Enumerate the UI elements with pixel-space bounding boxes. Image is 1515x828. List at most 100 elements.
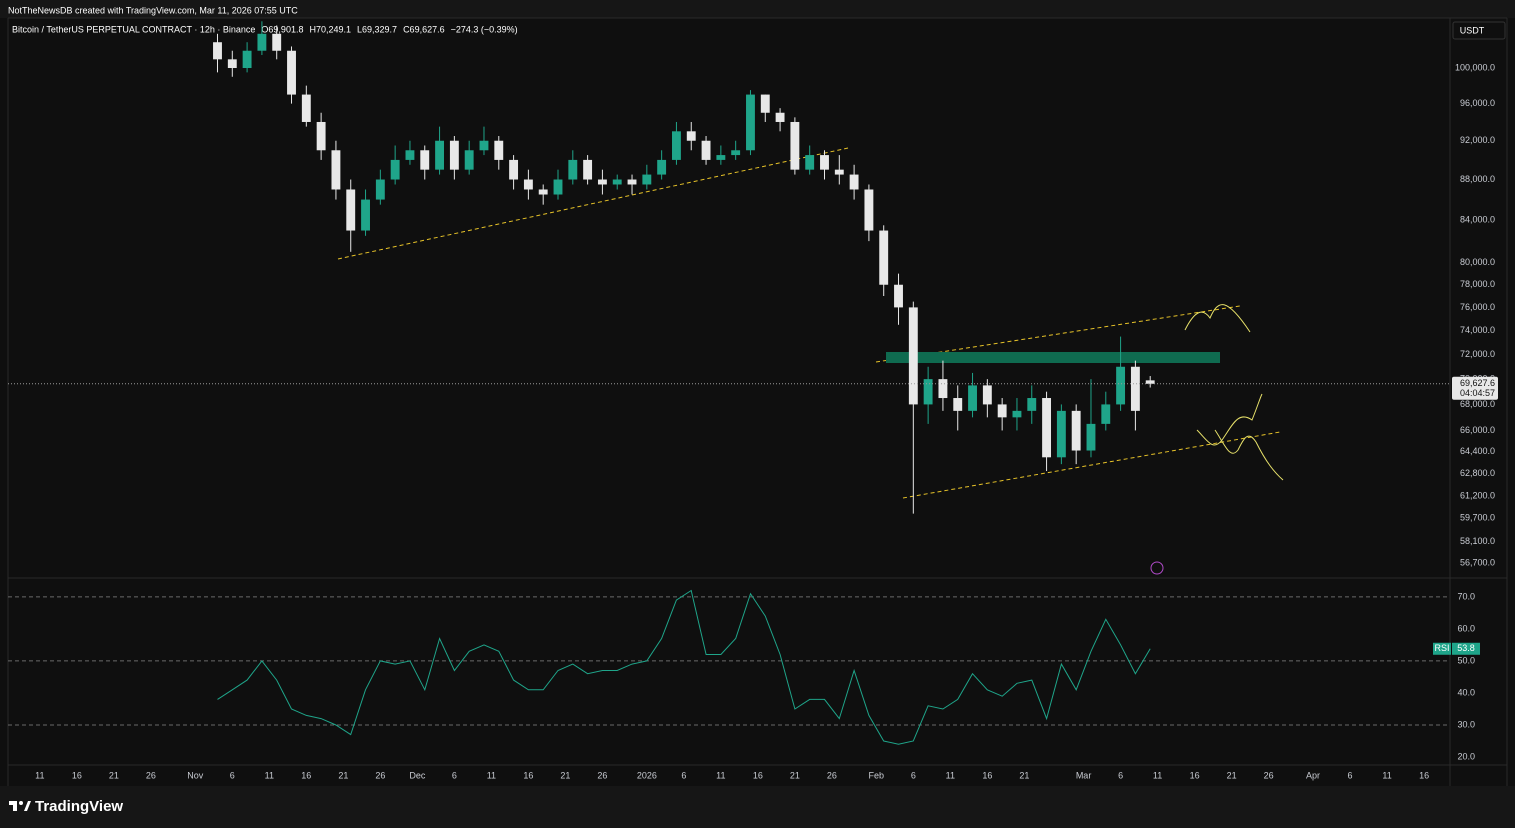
rsi-value-box — [1452, 642, 1480, 655]
candle-body — [834, 169, 844, 175]
x-tick-label: 6 — [230, 770, 235, 780]
last-price-box — [1452, 376, 1498, 400]
x-tick-label: 26 — [146, 770, 156, 780]
x-tick-label: 21 — [1227, 770, 1237, 780]
candle-body — [479, 140, 489, 151]
candle-body — [820, 155, 829, 170]
candle-body — [583, 159, 593, 180]
candle-body — [538, 189, 548, 195]
x-tick-label: 16 — [753, 770, 763, 780]
candle-body — [597, 179, 607, 185]
x-tick-label: Dec — [409, 770, 426, 780]
candle-body — [227, 59, 237, 69]
candle-body — [879, 230, 889, 285]
y-tick-label: 62,800.0 — [1460, 468, 1495, 478]
resistance-zone — [886, 352, 1220, 363]
candle-body — [657, 159, 667, 175]
candle-body — [627, 179, 637, 185]
currency[interactable]: USDT — [1460, 25, 1485, 35]
candle-body — [923, 379, 933, 405]
drawings — [337, 147, 1284, 575]
x-tick-label: Apr — [1306, 770, 1320, 780]
x-tick-label: Nov — [187, 770, 204, 780]
ohlc-low: L69,329.7 — [357, 24, 397, 34]
candle-body — [553, 179, 563, 195]
candle-body — [361, 199, 370, 231]
candle-body — [612, 179, 622, 185]
candle-body — [1042, 398, 1052, 458]
x-tick-label: 6 — [681, 770, 686, 780]
candle-body — [420, 150, 430, 170]
candle-body — [701, 140, 711, 160]
candle-body — [331, 150, 341, 190]
logo-part — [19, 801, 23, 805]
candle-body — [953, 398, 963, 411]
candle-body — [494, 140, 504, 160]
y-tick-label: 74,000.0 — [1460, 325, 1495, 335]
y-tick-label: 64,400.0 — [1460, 446, 1495, 456]
candle-body — [805, 155, 815, 170]
candle-body — [523, 179, 533, 190]
candle-body — [464, 150, 474, 170]
candle-body — [257, 33, 267, 51]
logo-part — [24, 801, 31, 811]
candle-body — [1116, 366, 1126, 405]
y-tick-label: 78,000.0 — [1460, 279, 1495, 289]
candle-body — [997, 404, 1007, 418]
rsi-value-label: 53.8 — [1457, 643, 1475, 653]
y-tick-label: 66,000.0 — [1460, 425, 1495, 435]
plot-area: 100,000.0 96,000.0 92,000.0 88,000.0 84,000.… — [8, 21, 1498, 780]
countdown-label: 04:04:57 — [1460, 388, 1495, 398]
ohlc-open: O69,901.8 — [261, 24, 303, 34]
y-tick-label: 84,000.0 — [1460, 214, 1495, 224]
x-tick-label: 16 — [72, 770, 82, 780]
candle-body — [908, 307, 918, 405]
x-tick-label: 21 — [338, 770, 348, 780]
x-tick-label: 26 — [1264, 770, 1274, 780]
y-tick-label: 20.0 — [1457, 751, 1475, 761]
alert-icon — [1150, 561, 1164, 575]
candle-body — [938, 379, 948, 399]
candle-body — [213, 42, 222, 60]
y-tick-label: 30.0 — [1457, 719, 1475, 729]
trend-line — [875, 305, 1241, 363]
y-tick-label: 76,000.0 — [1460, 302, 1495, 312]
ohlc-change: −274.3 (−0.39%) — [451, 24, 518, 34]
candle-body — [849, 174, 859, 190]
x-tick-label: 11 — [35, 770, 44, 780]
x-tick-label: 11 — [1153, 770, 1162, 780]
last-price-label: 69,627.6 — [1460, 378, 1495, 388]
x-tick-label: 6 — [1348, 770, 1353, 780]
x-tick-label: 16 — [523, 770, 533, 780]
ohlc-high: H70,249.1 — [309, 24, 351, 34]
candle-body — [686, 131, 696, 141]
candle-body — [287, 50, 296, 95]
x-tick-label: 16 — [301, 770, 311, 780]
projection-curve — [1184, 304, 1251, 333]
y-tick-label: 92,000.0 — [1460, 135, 1495, 145]
candle-body — [316, 121, 326, 151]
y-tick-label: 68,000.0 — [1460, 399, 1495, 409]
y-tick-label: 58,100.0 — [1460, 536, 1495, 546]
currency-button[interactable] — [1452, 21, 1506, 40]
y-tick-label: 96,000.0 — [1460, 98, 1495, 108]
candle-body — [301, 94, 311, 122]
y-tick-label: 40.0 — [1457, 687, 1475, 697]
symbol-legend: Bitcoin / TetherUS PERPETUAL CONTRACT · … — [12, 24, 518, 34]
legend-entry: RSI — [1434, 643, 1449, 653]
candle-body — [746, 94, 755, 151]
candle-body — [731, 150, 741, 156]
candle-body — [760, 94, 770, 113]
candle-body — [568, 159, 578, 180]
candle-body — [790, 121, 800, 170]
x-tick-label: 6 — [911, 770, 916, 780]
symbol: Bitcoin / TetherUS PERPETUAL CONTRACT · … — [12, 24, 255, 34]
trend-line — [902, 431, 1281, 499]
x-tick-label: 21 — [109, 770, 119, 780]
footer-bar — [0, 786, 1515, 828]
x-tick-label: 11 — [265, 770, 274, 780]
y-tick-label: 56,700.0 — [1460, 557, 1495, 567]
x-tick-label: 21 — [1019, 770, 1029, 780]
candle-body — [1071, 410, 1081, 451]
